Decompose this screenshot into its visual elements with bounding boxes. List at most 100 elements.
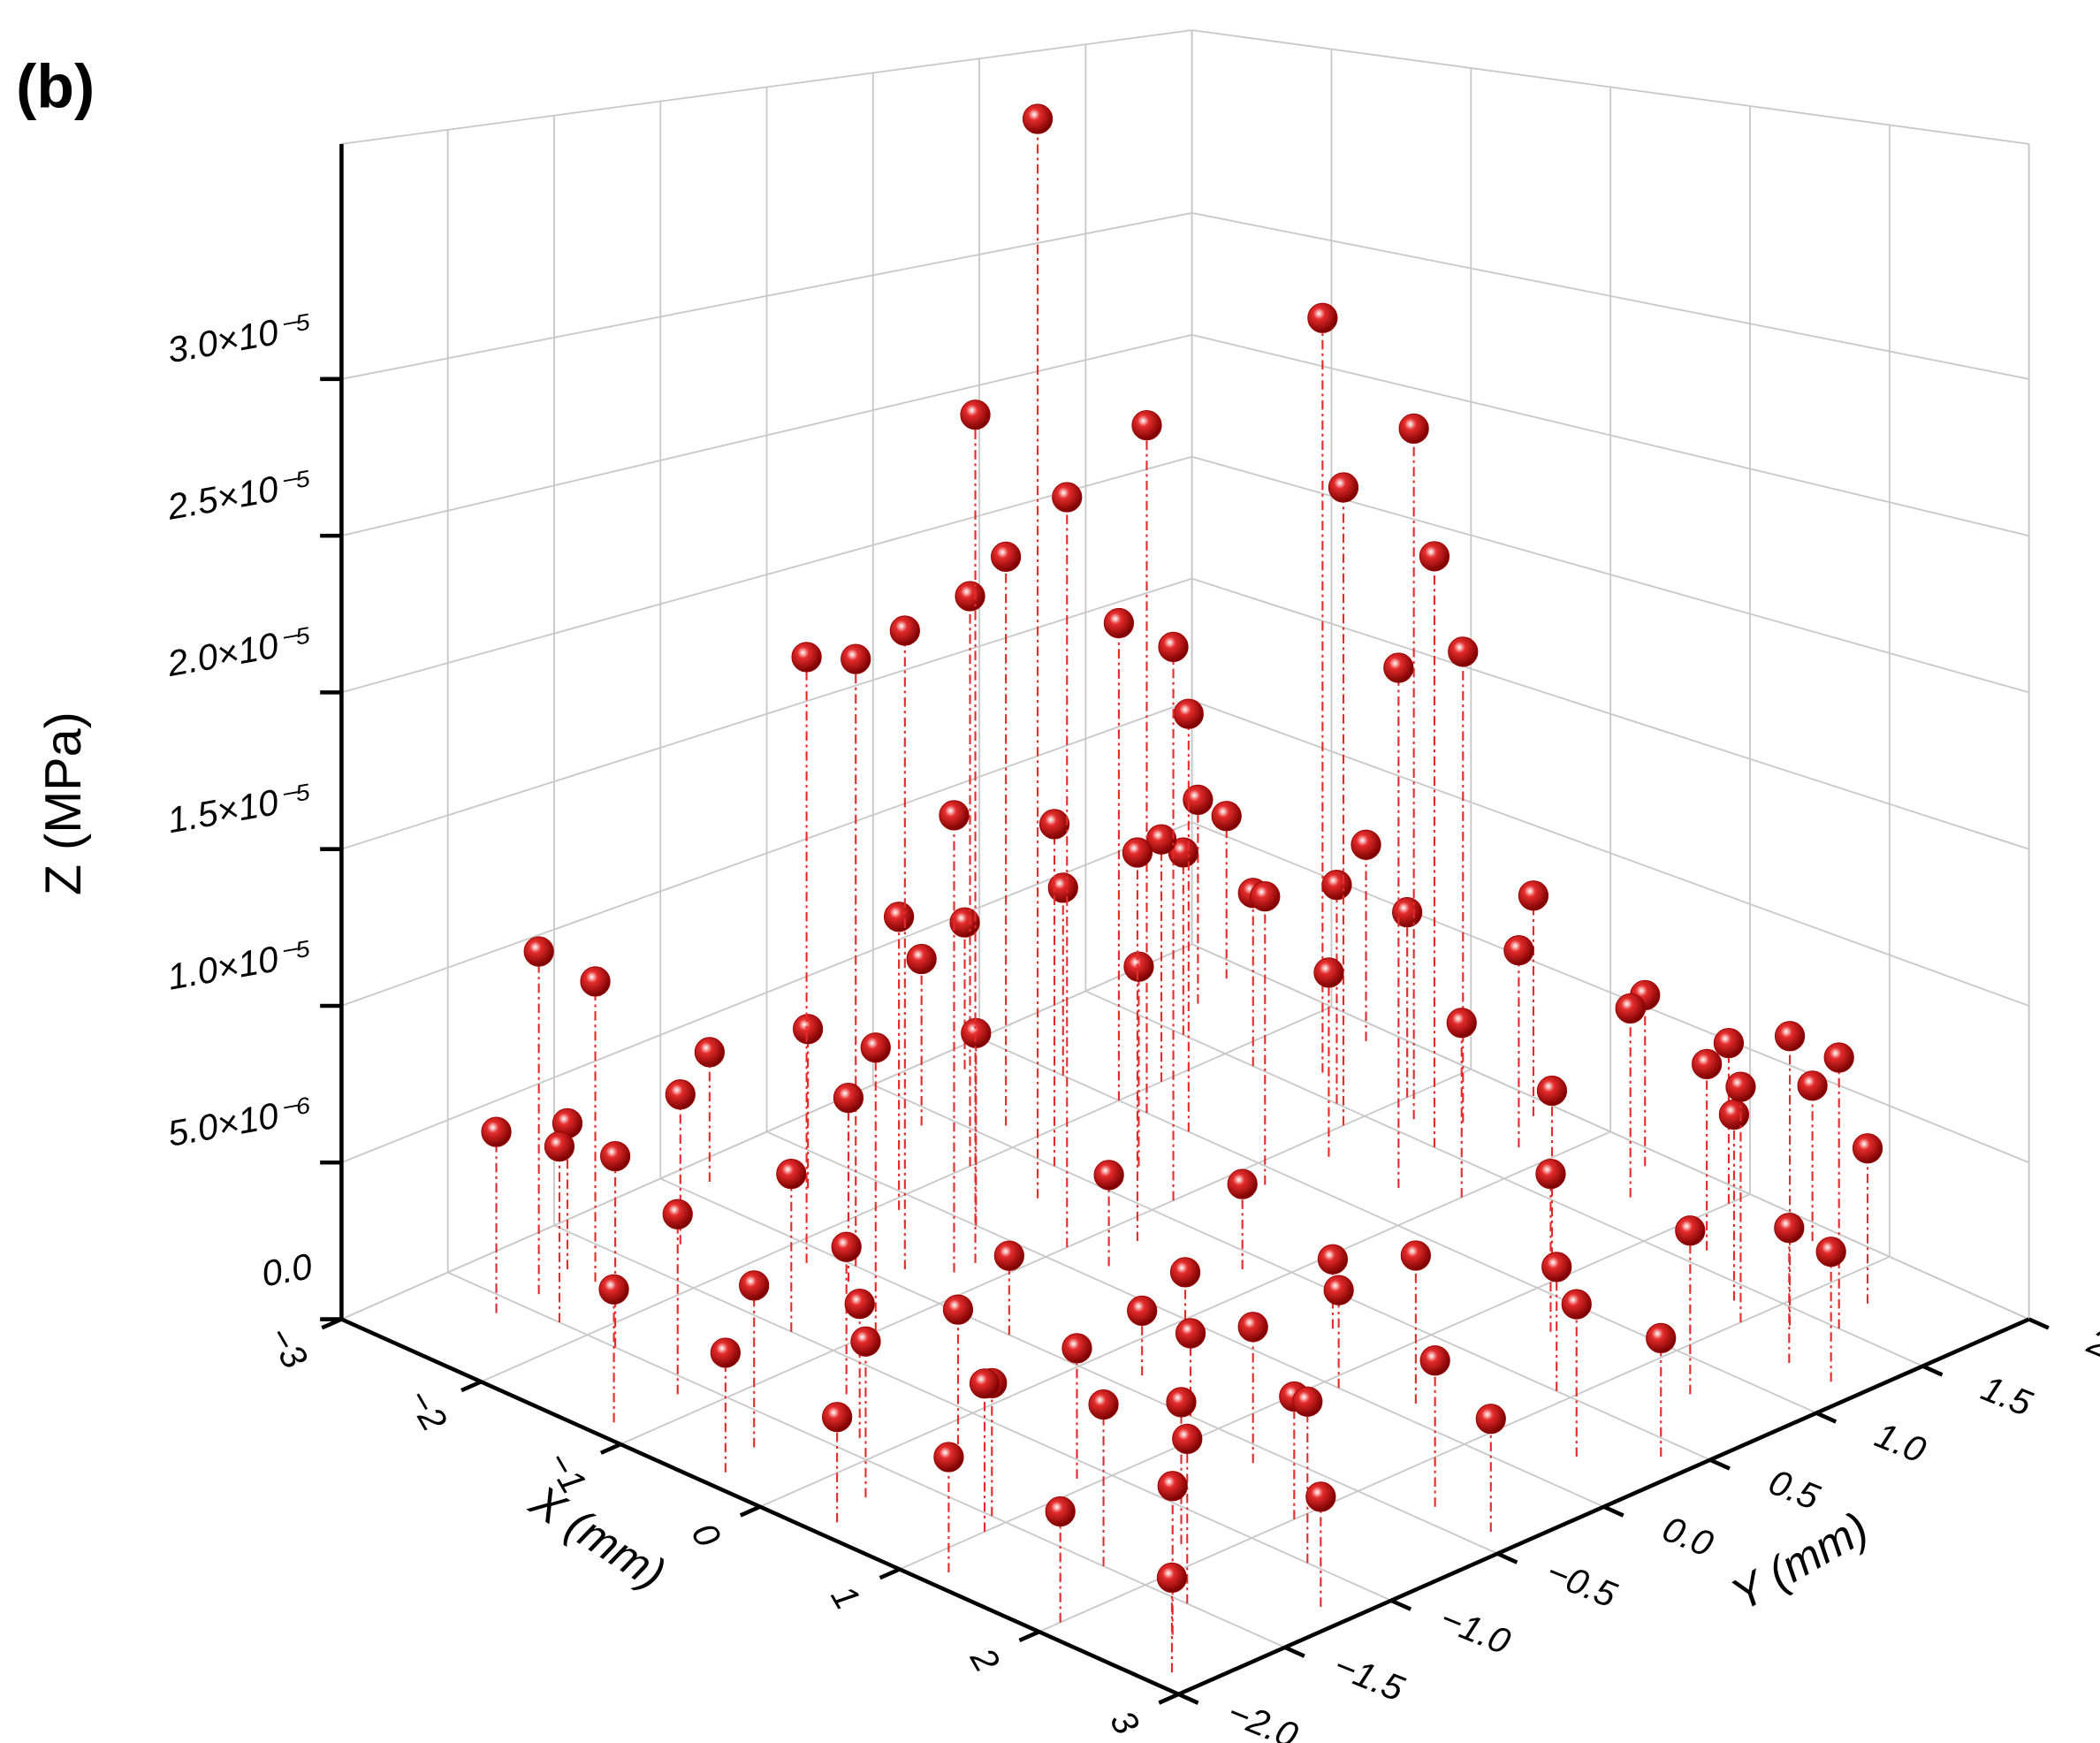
z-tick-label: 2.5×10⁻⁵ — [164, 462, 316, 528]
y-tick — [1390, 1598, 1412, 1611]
grid-line — [341, 821, 1192, 1164]
z-tick-label: 1.5×10⁻⁵ — [164, 775, 316, 841]
z-tick-label: 1.0×10⁻⁵ — [164, 932, 316, 998]
y-tick — [2028, 1317, 2050, 1330]
point — [1561, 1289, 1592, 1320]
y-tick — [1921, 1364, 1944, 1377]
point — [662, 1199, 693, 1229]
point — [791, 642, 822, 673]
grid-line — [1191, 943, 2030, 1321]
point — [1503, 935, 1534, 966]
point — [1045, 1496, 1076, 1527]
point — [1131, 409, 1162, 441]
point — [1052, 482, 1083, 513]
x-tick — [460, 1380, 483, 1393]
point — [1535, 1158, 1566, 1190]
point — [1475, 1404, 1506, 1435]
x-tick — [1158, 1692, 1180, 1705]
y-tick — [1177, 1692, 1199, 1705]
y-tick — [1496, 1551, 1518, 1564]
point — [1392, 896, 1423, 928]
point — [1166, 1387, 1197, 1418]
point — [1103, 607, 1135, 639]
box-edge — [341, 29, 1192, 145]
point — [1446, 1008, 1477, 1039]
point — [1123, 951, 1154, 982]
point — [1692, 1048, 1723, 1080]
y-tick-label: −1.5 — [1328, 1645, 1410, 1709]
point — [1852, 1133, 1883, 1164]
point — [1088, 1389, 1119, 1420]
y-tick-label: 0.0 — [1657, 1508, 1719, 1564]
point — [841, 643, 871, 674]
point — [844, 1288, 875, 1320]
point — [960, 400, 991, 430]
point — [883, 902, 915, 932]
point — [1156, 1562, 1188, 1594]
x-axis-label: X (mm) — [521, 1474, 674, 1599]
point — [933, 1442, 964, 1473]
point — [1061, 1333, 1092, 1364]
grid-line — [1191, 577, 2029, 850]
y-tick — [1708, 1458, 1731, 1471]
point — [955, 581, 985, 612]
point — [1646, 1322, 1677, 1354]
point — [822, 1402, 853, 1433]
grid-line — [1191, 333, 2029, 537]
point — [1127, 1295, 1158, 1327]
point — [1047, 872, 1078, 903]
point — [1183, 784, 1214, 815]
point — [599, 1140, 631, 1172]
y-tick — [1815, 1411, 1838, 1424]
grid-line — [341, 212, 1192, 380]
point — [1718, 1099, 1750, 1130]
point — [942, 1294, 974, 1325]
point — [792, 1014, 824, 1045]
point — [523, 936, 554, 967]
point — [1169, 1257, 1201, 1288]
point — [665, 1079, 696, 1110]
z-axis-label: Z (MPa) — [35, 712, 92, 895]
point — [1305, 1481, 1336, 1512]
y-tick — [1602, 1504, 1624, 1518]
grid-line — [341, 333, 1192, 537]
x-tick-label: 3 — [1102, 1703, 1147, 1741]
point — [1022, 103, 1054, 134]
point — [939, 800, 970, 831]
point — [949, 907, 980, 938]
point — [889, 615, 920, 646]
point — [990, 541, 1022, 573]
point — [1122, 837, 1153, 868]
chart-title: (b) — [16, 51, 95, 120]
point — [710, 1337, 741, 1368]
point — [1175, 1318, 1206, 1349]
point — [1448, 636, 1479, 667]
point — [544, 1131, 575, 1162]
point — [1774, 1213, 1805, 1244]
point — [969, 1368, 1001, 1399]
point — [598, 1274, 629, 1305]
point — [1317, 1244, 1349, 1275]
y-axis-label: Y (mm) — [1723, 1502, 1876, 1620]
point — [1313, 957, 1344, 988]
grid-line — [480, 1006, 1332, 1383]
grid-line — [341, 577, 1192, 850]
point — [1518, 880, 1549, 911]
point — [1157, 1471, 1188, 1502]
point — [580, 966, 611, 997]
point — [1675, 1215, 1706, 1246]
point — [1351, 829, 1381, 860]
point — [739, 1270, 770, 1301]
x-tick — [739, 1504, 761, 1518]
box-edge — [1191, 29, 2029, 145]
point — [1328, 472, 1359, 503]
z-tick-label: 5.0×10⁻⁶ — [164, 1089, 315, 1154]
x-tick-label: −3 — [260, 1320, 316, 1376]
x-tick — [879, 1567, 901, 1580]
point — [1419, 1345, 1450, 1376]
point — [1250, 881, 1281, 912]
point — [906, 943, 937, 975]
grid-line — [899, 1193, 1751, 1571]
point — [1173, 698, 1204, 729]
point — [1725, 1071, 1756, 1102]
